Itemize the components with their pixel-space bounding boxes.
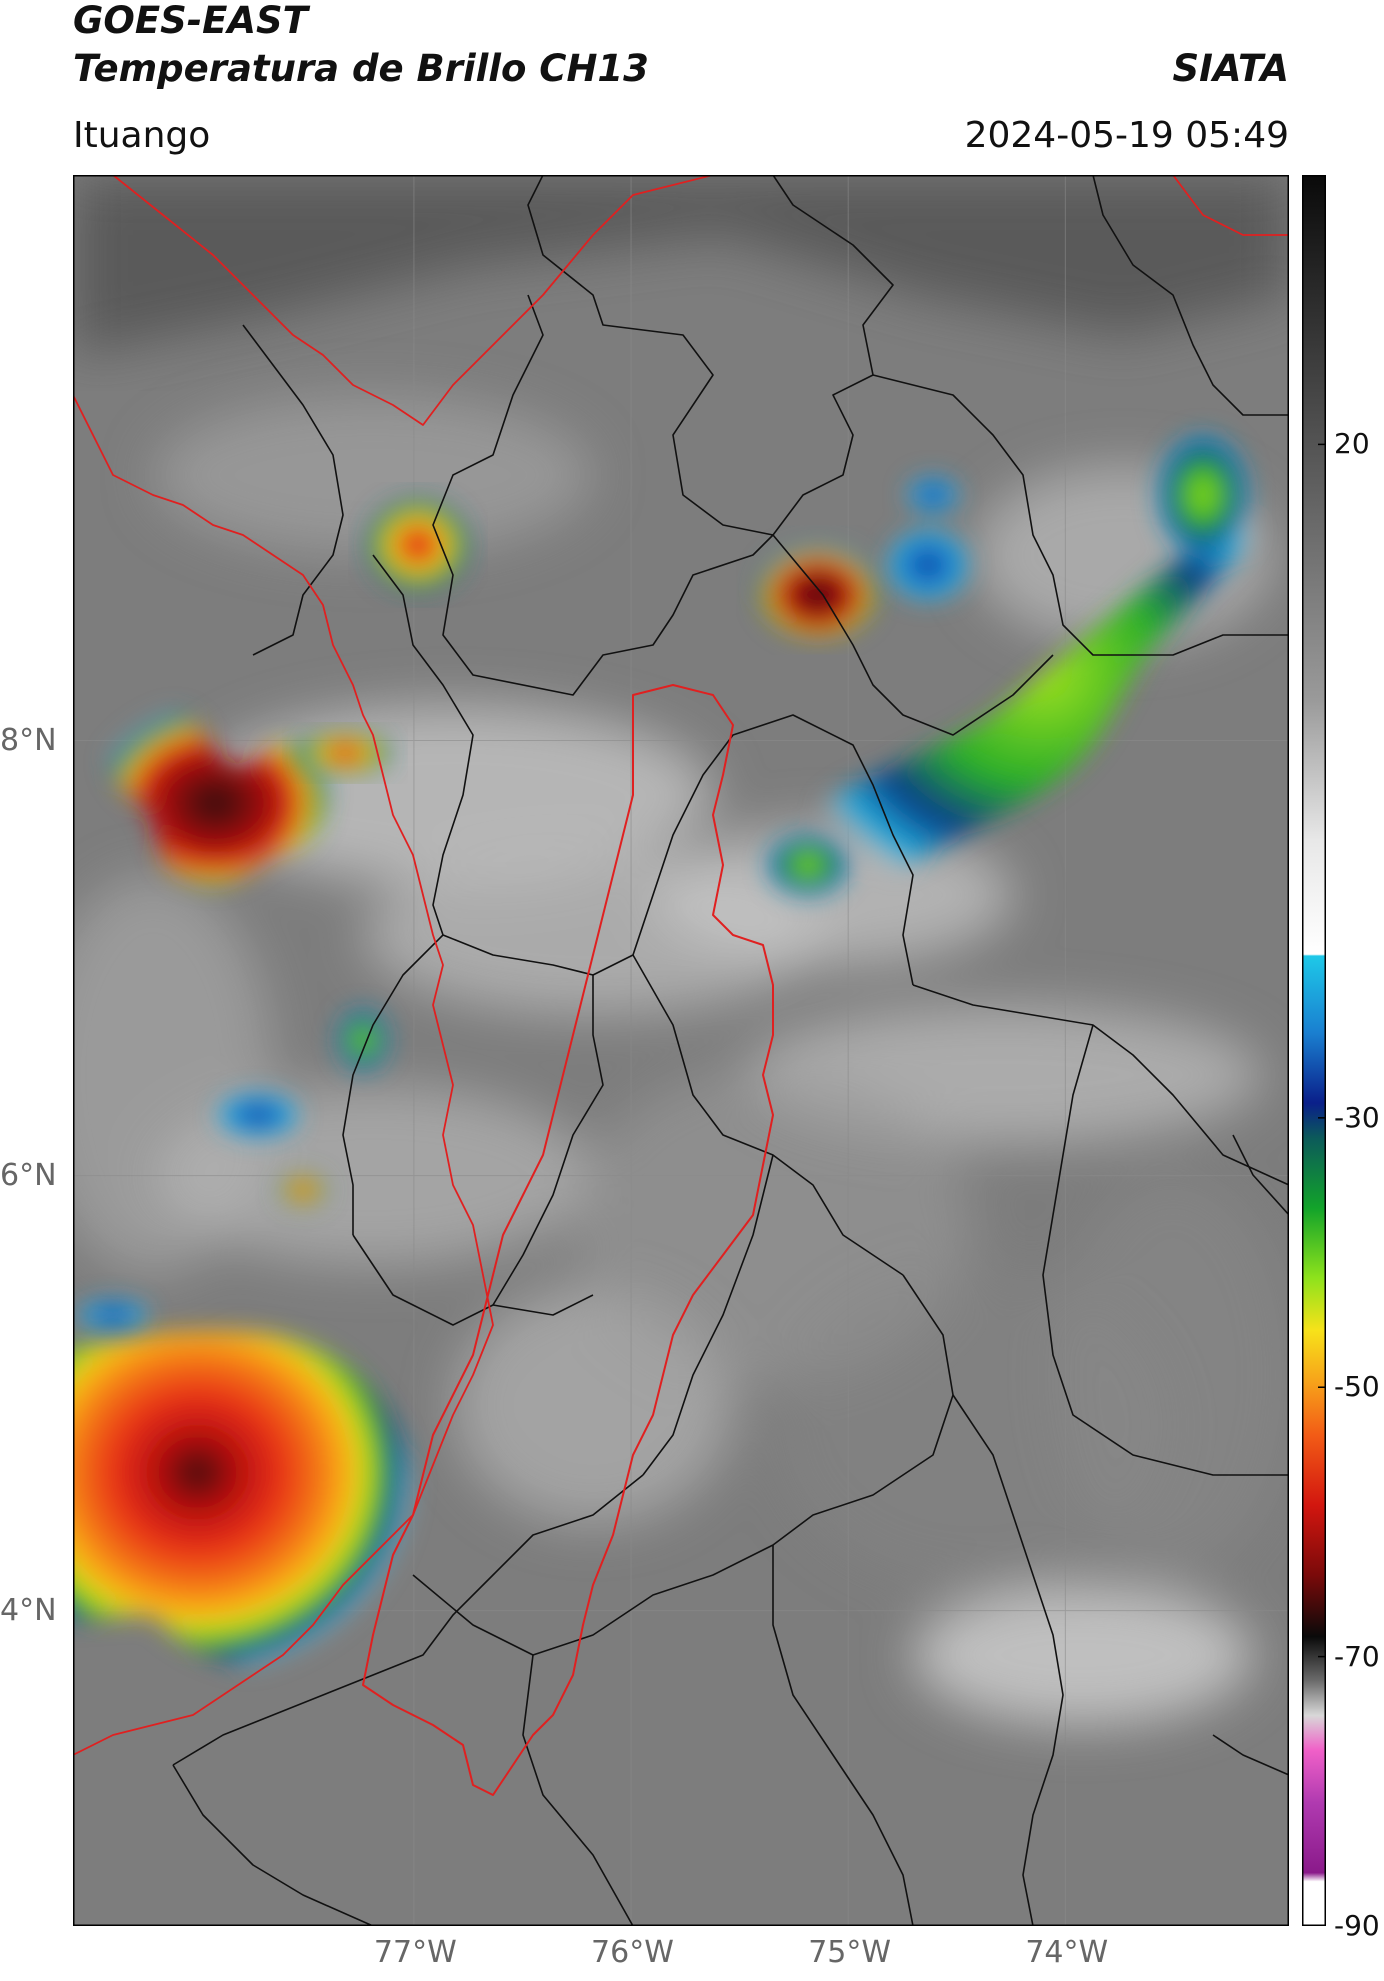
lon-tick-label: 76°W <box>591 1935 674 1970</box>
country-borders <box>73 175 1289 1756</box>
lat-tick-label: 8°N <box>0 722 57 758</box>
colorbar <box>1302 175 1326 1926</box>
colorbar-tick-label: -70 <box>1334 1639 1380 1673</box>
lon-tick-label: 77°W <box>373 1935 457 1970</box>
storm-cell-pacific-south <box>73 1331 415 1668</box>
lon-tick-label: 75°W <box>808 1935 892 1970</box>
agency-label: SIATA <box>1172 47 1289 90</box>
lon-tick-label: 74°W <box>1025 1935 1109 1970</box>
storm-cell-uraba <box>368 500 468 590</box>
colorbar-tick-label: -50 <box>1334 1370 1380 1404</box>
satellite-title: GOES-EAST <box>73 0 308 42</box>
product-title: Temperatura de Brillo CH13 <box>73 47 649 90</box>
colorbar-tick-label: -90 <box>1334 1909 1380 1942</box>
satellite-map[interactable] <box>73 175 1289 1926</box>
region-label: Ituango <box>73 115 211 156</box>
colorbar-tick-label: -30 <box>1334 1100 1380 1134</box>
colorbar-tick-label: 20 <box>1334 427 1370 461</box>
dark-cloud-north <box>73 175 1289 355</box>
department-borders <box>172 175 1289 1926</box>
lat-tick-label: 4°N <box>0 1592 57 1628</box>
storm-band-magdalena <box>768 435 1289 895</box>
map-frame <box>73 175 1289 1926</box>
cirrus-clouds <box>73 395 1289 1725</box>
storm-cell-pacific-west <box>104 704 390 884</box>
storm-cell-choco-small <box>78 1010 388 1330</box>
basin-outline <box>362 684 774 1796</box>
timestamp-label: 2024-05-19 05:49 <box>964 115 1289 156</box>
lat-tick-label: 6°N <box>0 1157 57 1193</box>
